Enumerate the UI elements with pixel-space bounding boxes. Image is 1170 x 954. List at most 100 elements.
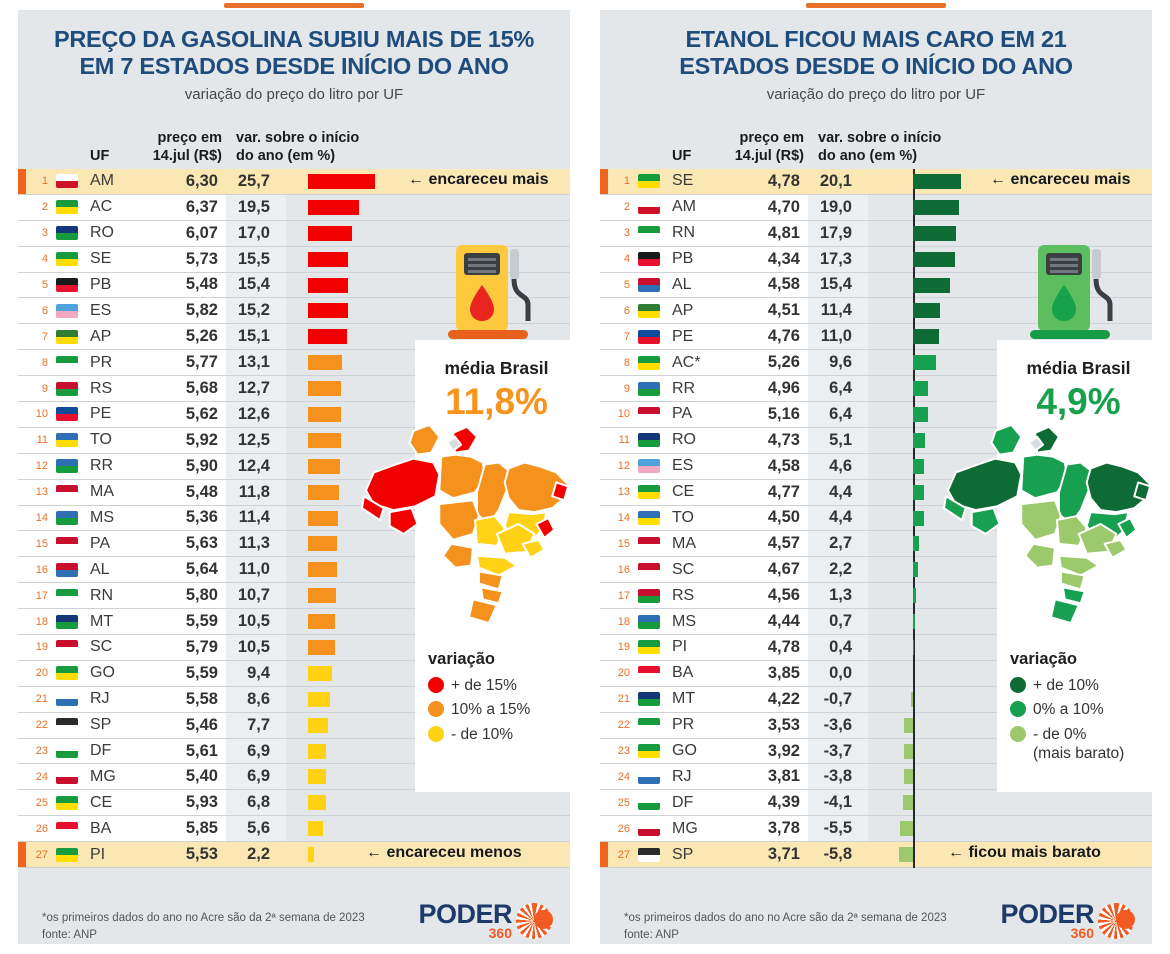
variation-bar	[308, 406, 341, 422]
state-abbreviation: AC*	[672, 353, 701, 371]
flag-cell	[638, 718, 672, 733]
state-flag-icon	[56, 847, 78, 862]
flag-cell	[638, 303, 672, 318]
table-row: 3 RN 4,81 17,9	[600, 220, 1152, 247]
variation-value: 2,2	[247, 845, 270, 864]
state-abbreviation: GO	[90, 664, 115, 682]
state-flag-icon	[638, 769, 660, 784]
state-abbreviation: RR	[90, 457, 114, 475]
row-highlight-marker	[600, 273, 608, 298]
row-highlight-marker	[18, 609, 26, 634]
flag-cell	[638, 355, 672, 370]
logo-360-text: 360	[1070, 925, 1094, 942]
price-value: 5,36	[185, 508, 218, 527]
state-flag-icon	[638, 381, 660, 396]
price-value: 4,77	[767, 482, 800, 501]
state-abbreviation: PE	[90, 405, 112, 423]
row-highlight-marker	[18, 480, 26, 505]
price-value: 5,64	[185, 560, 218, 579]
row-highlight-marker	[18, 298, 26, 323]
legend-item: 0% a 10%	[1010, 700, 1124, 719]
variation-bar	[913, 277, 950, 293]
footnotes: *os primeiros dados do ano no Acre são d…	[624, 910, 947, 945]
flag-cell	[638, 666, 672, 681]
panel-gasolina: PREÇO DA GASOLINA SUBIU MAIS DE 15% EM 7 …	[18, 3, 578, 944]
flag-cell	[56, 381, 90, 396]
variation-value: 9,4	[247, 663, 270, 682]
rank-number: 16	[617, 563, 630, 576]
variation-bar	[913, 510, 924, 526]
state-flag-icon	[56, 459, 78, 474]
flag-cell	[638, 692, 672, 707]
price-value: 6,07	[185, 223, 218, 242]
state-abbreviation: AL	[90, 560, 110, 578]
row-highlight-marker	[600, 635, 608, 660]
variation-bar	[308, 173, 375, 189]
rank-number: 27	[35, 848, 48, 861]
state-flag-icon	[638, 226, 660, 241]
variation-bar	[308, 329, 348, 345]
state-flag-icon	[638, 459, 660, 474]
flag-cell	[638, 562, 672, 577]
variation-bar	[308, 484, 339, 500]
state-flag-icon	[56, 588, 78, 603]
flag-cell	[638, 795, 672, 810]
row-highlight-marker	[600, 298, 608, 323]
variation-bar	[913, 355, 937, 371]
row-highlight-marker	[18, 713, 26, 738]
logo-wordmark: PODER 360	[1000, 900, 1094, 942]
flag-cell	[638, 821, 672, 836]
state-abbreviation: SE	[672, 172, 694, 190]
rank-number: 4	[41, 253, 48, 266]
row-highlight-marker	[600, 583, 608, 608]
variation-bar	[904, 743, 913, 759]
variation-value: 9,6	[829, 353, 852, 372]
row-highlight-marker	[18, 454, 26, 479]
rank-number: 8	[623, 356, 630, 369]
rank-number: 11	[36, 434, 48, 447]
row-highlight-marker	[600, 480, 608, 505]
variation-bar	[904, 717, 913, 733]
variation-bar	[913, 640, 914, 655]
state-abbreviation: RO	[90, 224, 114, 242]
price-value: 4,96	[767, 379, 800, 398]
legend-color-dot	[428, 677, 444, 693]
variation-bar	[913, 329, 940, 345]
row-highlight-marker	[600, 350, 608, 375]
state-abbreviation: MG	[672, 819, 698, 837]
panel-footer: *os primeiros dados do ano no Acre são d…	[18, 894, 570, 944]
variation-bar	[308, 225, 353, 241]
state-abbreviation: BA	[672, 664, 694, 682]
variation-value: 6,9	[247, 741, 270, 760]
variation-bar	[308, 614, 336, 630]
flag-cell	[56, 666, 90, 681]
price-value: 4,57	[767, 534, 800, 553]
state-flag-icon	[56, 666, 78, 681]
variation-bar	[913, 458, 925, 474]
state-abbreviation: GO	[672, 742, 697, 759]
row-highlight-marker	[600, 609, 608, 634]
row-highlight-marker	[18, 557, 26, 582]
state-abbreviation: CE	[90, 793, 113, 811]
state-abbreviation: SP	[672, 845, 694, 863]
table-row: 26 BA 5,85 5,6	[18, 816, 570, 843]
state-abbreviation: DF	[672, 793, 694, 811]
state-abbreviation: RN	[672, 224, 696, 242]
legend-color-dot	[1010, 677, 1026, 693]
fuel-pump-icon	[1030, 245, 1113, 339]
variation-value: 17,3	[819, 249, 852, 268]
price-value: 4,73	[767, 430, 800, 449]
variation-bar	[903, 795, 913, 811]
variation-bar	[308, 821, 323, 837]
state-abbreviation: RJ	[90, 690, 110, 708]
row-highlight-marker	[18, 687, 26, 712]
price-value: 3,92	[767, 741, 800, 760]
state-flag-icon	[638, 614, 660, 629]
price-value: 5,46	[185, 715, 218, 734]
table-row: 26 MG 3,78 -5,5	[600, 816, 1152, 843]
state-flag-icon	[56, 692, 78, 707]
variation-value: 6,4	[829, 404, 852, 423]
flag-cell	[56, 226, 90, 241]
variation-value: 13,1	[237, 353, 270, 372]
price-value: 5,61	[185, 741, 218, 760]
